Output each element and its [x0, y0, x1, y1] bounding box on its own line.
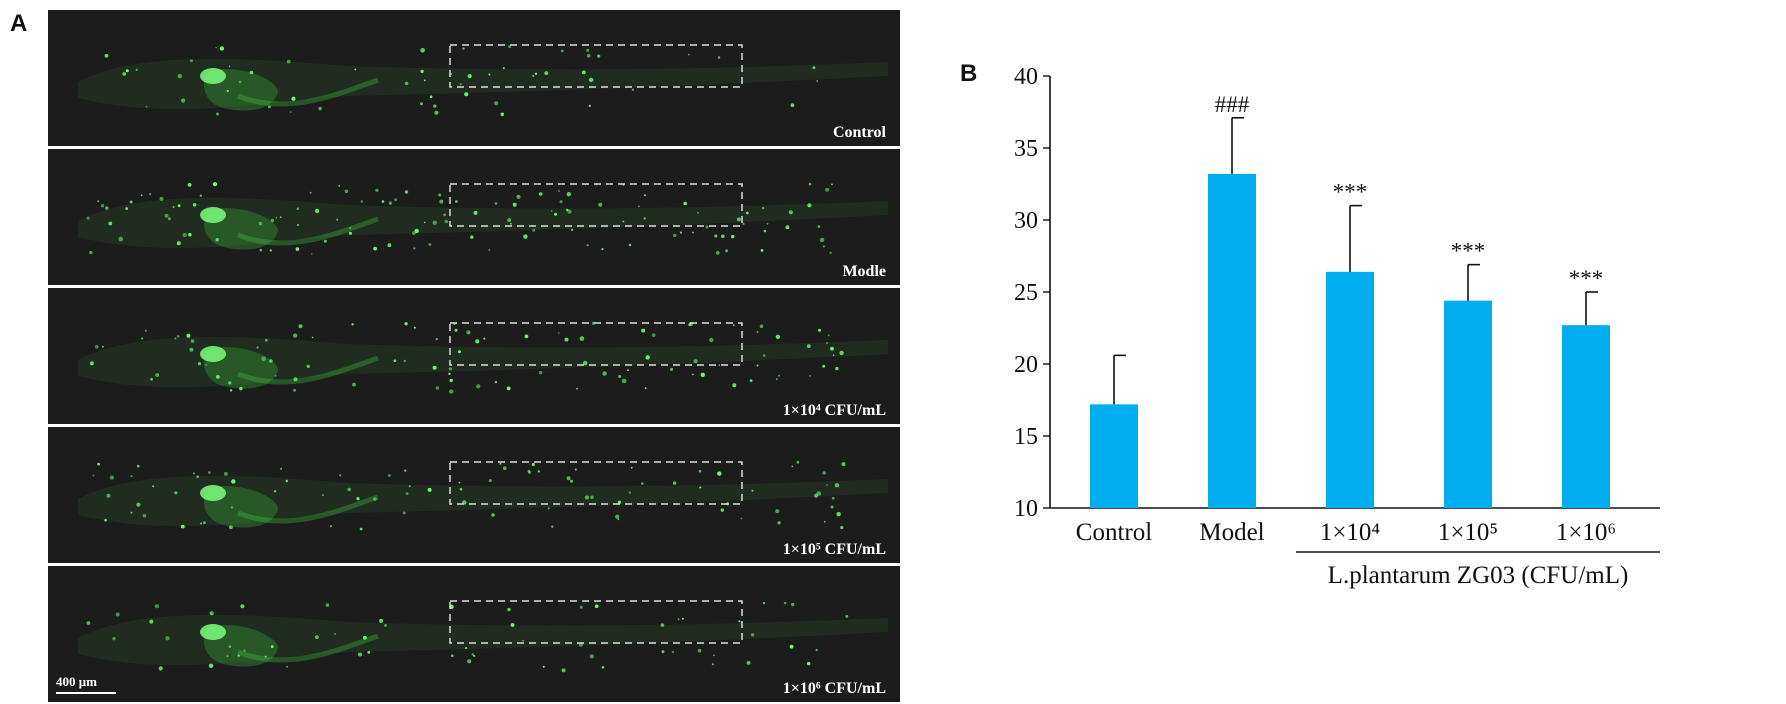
fluorescence-image-panel: Control Modle 1×10⁴ CFU/mL 1×10⁵ CFU/mL … — [48, 10, 900, 702]
significance-label: *** — [1333, 180, 1368, 205]
fish-illustration — [78, 44, 888, 117]
significance-label: *** — [1451, 239, 1486, 264]
fish-illustration — [78, 321, 888, 394]
scale-bar: 400 μm — [56, 674, 116, 694]
group-label: L.plantarum ZG03 (CFU/mL) — [1328, 562, 1629, 589]
fish-illustration — [78, 182, 888, 255]
neutrophil-bar-chart: 10152025303540The No.of neutrophilesCont… — [1014, 64, 1660, 589]
panel-a-letter: A — [10, 10, 28, 37]
y-tick-label: 40 — [1014, 64, 1038, 90]
significance-label: ### — [1215, 92, 1250, 117]
fish-illustration — [78, 460, 888, 531]
image-label-dose-1e6: 1×10⁶ CFU/mL — [782, 680, 886, 697]
x-tick-label: 1×10⁴ — [1320, 519, 1381, 546]
fish-image-dose-1e5: 1×10⁵ CFU/mL — [48, 427, 900, 563]
image-label-dose-1e4: 1×10⁴ CFU/mL — [782, 402, 886, 419]
fish-illustration — [78, 600, 888, 673]
image-label-dose-1e5: 1×10⁵ CFU/mL — [782, 541, 886, 558]
y-tick-label: 35 — [1014, 136, 1038, 162]
bar — [1444, 300, 1492, 508]
fish-image-control: Control — [48, 10, 900, 146]
image-label-model: Modle — [842, 263, 886, 280]
bar — [1090, 404, 1138, 508]
panel-b-letter: B — [960, 60, 978, 87]
x-tick-label: 1×10⁵ — [1438, 519, 1498, 546]
bar — [1562, 325, 1610, 508]
y-tick-label: 25 — [1014, 280, 1038, 306]
fish-image-dose-1e4: 1×10⁴ CFU/mL — [48, 288, 900, 424]
x-tick-label: 1×10⁶ — [1556, 519, 1616, 546]
x-tick-label: Control — [1076, 519, 1152, 546]
scale-bar-line — [56, 692, 116, 694]
fish-image-dose-1e6: 1×10⁶ CFU/mL 400 μm — [48, 566, 900, 702]
y-tick-label: 30 — [1014, 208, 1038, 234]
significance-label: *** — [1569, 266, 1604, 291]
y-tick-label: 15 — [1014, 424, 1038, 450]
scale-bar-label: 400 μm — [56, 674, 97, 689]
fish-image-model: Modle — [48, 149, 900, 285]
x-tick-label: Model — [1199, 519, 1264, 546]
bar — [1208, 173, 1256, 509]
y-tick-label: 10 — [1014, 496, 1038, 522]
y-tick-label: 20 — [1014, 352, 1038, 378]
bar — [1326, 271, 1374, 508]
image-label-control: Control — [832, 124, 886, 141]
